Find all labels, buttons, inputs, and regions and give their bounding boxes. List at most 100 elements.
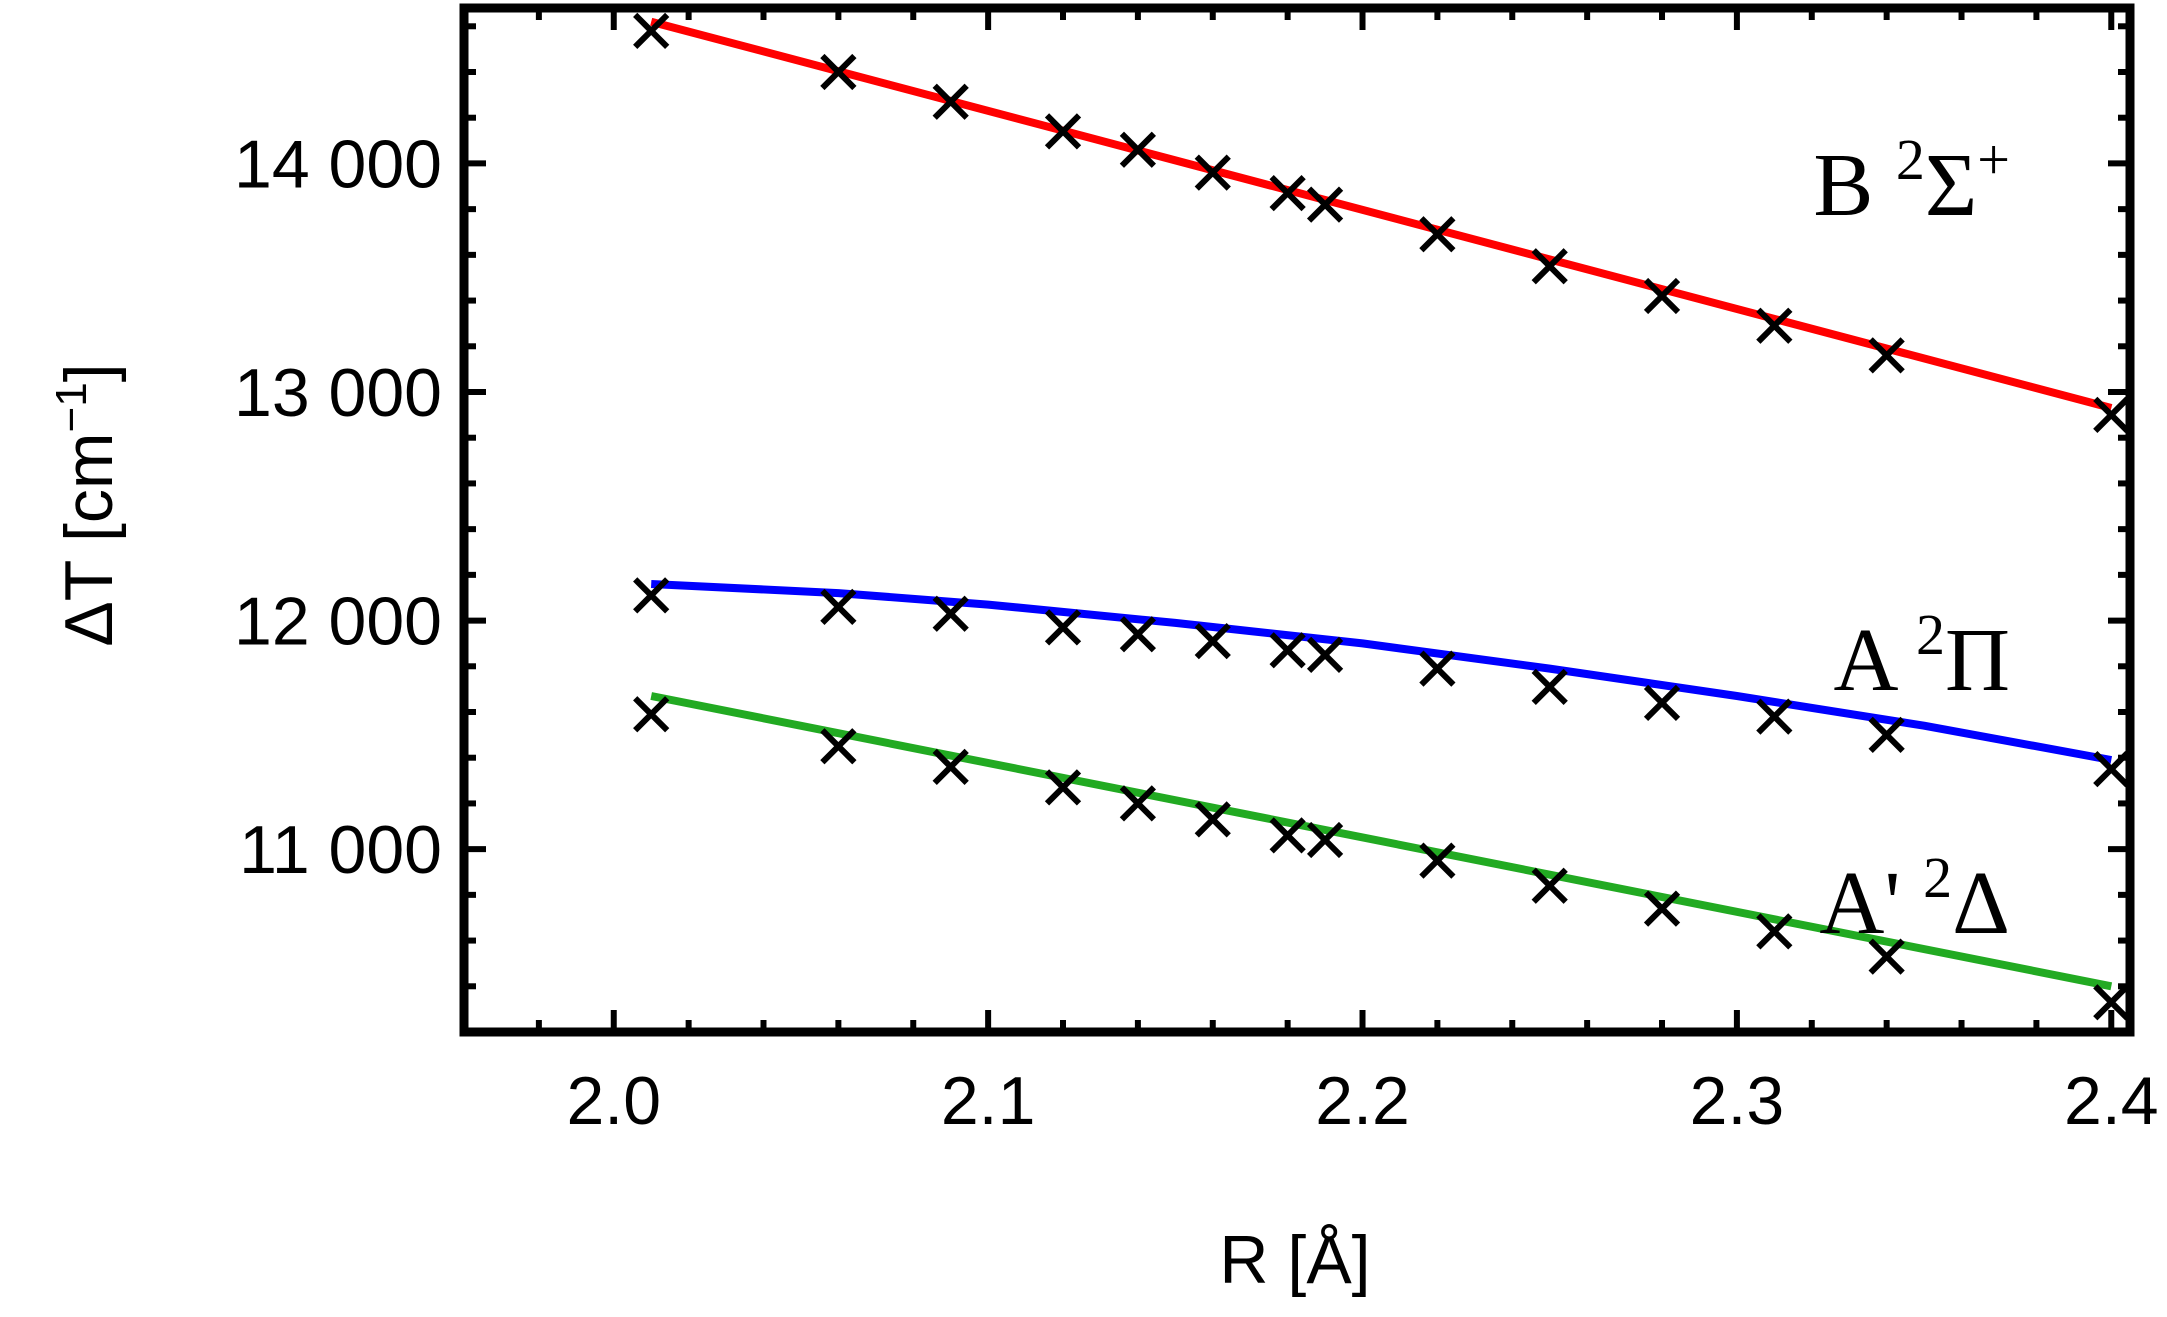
marker-stroke	[1119, 785, 1157, 822]
data-point-marker	[1044, 769, 1082, 806]
marker-stroke	[1868, 716, 1905, 753]
marker-stroke	[1306, 186, 1344, 223]
marker-stroke	[2093, 984, 2130, 1021]
data-point-marker	[820, 588, 857, 625]
marker-stroke	[1868, 337, 1905, 374]
data-point-marker	[1194, 623, 1231, 660]
data-point-marker	[820, 53, 857, 91]
marker-stroke	[1194, 623, 1231, 660]
marker-stroke	[1531, 867, 1568, 904]
x-tick-label: 2.4	[2064, 1063, 2159, 1139]
data-point-marker	[820, 728, 857, 765]
x-tick-label: 2.0	[566, 1063, 661, 1139]
y-tick-label: 13 000	[234, 355, 442, 431]
data-point-marker	[1306, 186, 1344, 223]
data-point-marker	[1868, 337, 1905, 374]
marker-stroke	[932, 595, 969, 632]
marker-stroke	[1756, 307, 1793, 344]
data-point-marker	[932, 748, 969, 785]
data-point-marker	[1194, 801, 1231, 838]
marker-stroke	[633, 577, 670, 614]
y-axis-title-main: ΔT [cm	[51, 432, 127, 646]
series-1	[633, 577, 2130, 788]
series-label-term: Δ	[1952, 854, 2010, 953]
series-label-sup: 2	[1923, 845, 1952, 910]
data-point-marker	[1868, 716, 1905, 753]
plot-frame	[459, 3, 2135, 1037]
marker-stroke	[1643, 890, 1681, 927]
data-point-marker	[1119, 616, 1157, 653]
marker-stroke	[1419, 842, 1456, 879]
marker-stroke	[1419, 650, 1456, 687]
marker-stroke	[1119, 131, 1157, 168]
series-label-sup: 2	[1916, 602, 1945, 667]
data-point-marker	[1643, 277, 1681, 315]
data-point-marker	[1306, 821, 1344, 859]
data-point-marker	[1643, 684, 1681, 721]
series-label: A 2Π	[1833, 602, 2010, 710]
marker-stroke	[1643, 277, 1681, 315]
marker-stroke	[1531, 248, 1568, 285]
series-0	[633, 12, 2130, 433]
series-labels: B 2Σ+A 2ΠA' 2Δ	[1813, 127, 2010, 953]
fit-line	[650, 17, 2113, 412]
data-point-marker	[1756, 307, 1793, 344]
data-point-marker	[2093, 984, 2130, 1021]
marker-stroke	[1044, 609, 1082, 646]
fit-line	[650, 692, 2113, 991]
x-tick-label: 2.3	[1690, 1063, 1785, 1139]
marker-stroke	[633, 12, 670, 49]
marker-stroke	[932, 748, 969, 785]
marker-stroke	[1756, 913, 1793, 950]
data-point-marker	[633, 12, 670, 49]
data-point-marker	[1419, 216, 1456, 253]
marker-stroke	[820, 53, 857, 91]
tick-labels: 2.0 2.1 2.2 2.3 2.4 11 000 12 000 13 000 14 000	[234, 126, 2159, 1139]
series-layer	[633, 12, 2130, 1021]
series-label-sup: +	[1977, 127, 2010, 192]
data-point-marker	[1419, 842, 1456, 879]
series-label: B 2Σ+	[1813, 127, 2010, 235]
data-point-marker	[1531, 867, 1568, 904]
marker-stroke	[1269, 175, 1306, 212]
marker-stroke	[1269, 817, 1306, 854]
data-point-marker	[1119, 131, 1157, 168]
marker-stroke	[1868, 938, 1905, 975]
marker-stroke	[1194, 154, 1231, 191]
marker-stroke	[2093, 396, 2130, 433]
marker-stroke	[1531, 668, 1568, 705]
marker-stroke	[932, 83, 969, 120]
data-point-marker	[1419, 650, 1456, 687]
data-point-marker	[1269, 632, 1306, 669]
data-point-marker	[1756, 698, 1793, 735]
data-point-marker	[633, 696, 670, 733]
marker-stroke	[820, 588, 857, 625]
marker-stroke	[633, 696, 670, 733]
series-label-base: A'	[1819, 854, 1923, 953]
data-point-marker	[932, 83, 969, 120]
marker-stroke	[1306, 821, 1344, 859]
marker-stroke	[1643, 684, 1681, 721]
data-point-marker	[2093, 396, 2130, 433]
data-point-marker	[1306, 636, 1344, 673]
data-point-marker	[1269, 175, 1306, 212]
data-point-marker	[1531, 248, 1568, 285]
data-point-marker	[1643, 890, 1681, 927]
y-axis-title-end: ]	[51, 363, 127, 382]
marker-stroke	[1119, 616, 1157, 653]
data-point-marker	[1531, 668, 1568, 705]
data-point-marker	[1194, 154, 1231, 191]
marker-stroke	[1194, 801, 1231, 838]
series-label-term: Σ	[1925, 136, 1977, 235]
marker-stroke	[1419, 216, 1456, 253]
series-label-base: B	[1813, 136, 1896, 235]
series-label-base: A	[1833, 611, 1916, 710]
marker-stroke	[1044, 769, 1082, 806]
data-point-marker	[932, 595, 969, 632]
y-axis-title-sup: −1	[47, 382, 96, 432]
marker-stroke	[1044, 113, 1082, 150]
series-2	[633, 692, 2130, 1021]
marker-stroke	[1269, 632, 1306, 669]
fit-line	[651, 580, 2113, 764]
